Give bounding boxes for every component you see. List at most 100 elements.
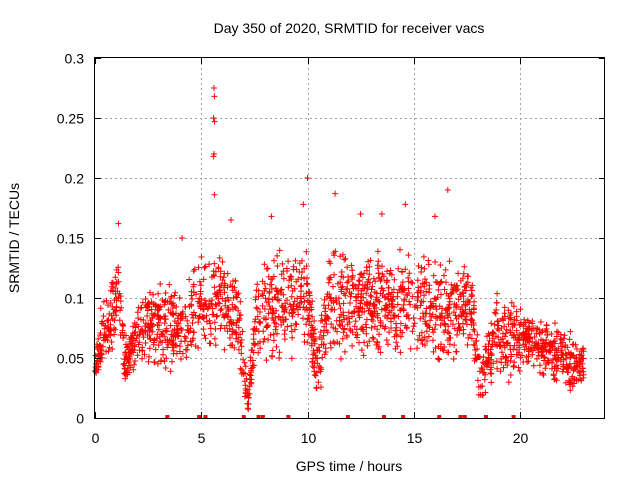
data-point <box>385 341 391 348</box>
data-point <box>304 274 310 281</box>
data-point <box>328 344 334 351</box>
data-point <box>452 312 459 319</box>
data-point <box>496 327 502 334</box>
data-point <box>250 336 257 343</box>
data-point <box>393 324 400 331</box>
data-point <box>197 303 204 310</box>
data-point <box>394 301 401 308</box>
data-point <box>418 298 425 305</box>
data-point <box>255 293 262 300</box>
data-point <box>291 285 298 292</box>
data-point <box>269 296 276 303</box>
data-point <box>382 313 389 320</box>
data-point <box>101 325 108 332</box>
data-point <box>520 321 527 328</box>
data-point <box>293 278 300 285</box>
data-point <box>440 347 447 354</box>
data-point <box>305 315 312 322</box>
data-point <box>502 359 509 366</box>
data-point <box>558 349 565 356</box>
data-point <box>108 327 115 334</box>
data-point <box>288 322 295 329</box>
data-point <box>125 359 132 366</box>
data-point <box>223 322 230 329</box>
data-point <box>361 308 368 315</box>
data-point <box>206 317 213 324</box>
data-point <box>428 313 435 320</box>
data-point <box>567 354 574 361</box>
data-point <box>368 293 375 300</box>
data-point <box>566 336 573 343</box>
data-point <box>560 366 567 373</box>
data-point <box>310 330 317 337</box>
data-point <box>533 325 539 332</box>
data-point <box>441 344 448 350</box>
data-point <box>389 303 396 310</box>
data-point <box>251 318 258 325</box>
data-point <box>336 314 343 321</box>
data-point <box>414 277 421 284</box>
data-point <box>304 281 311 288</box>
data-point <box>354 334 360 341</box>
data-point <box>96 351 103 358</box>
data-point <box>473 337 480 344</box>
data-point <box>280 304 287 311</box>
data-point <box>363 290 370 297</box>
data-point <box>368 286 375 293</box>
data-point <box>273 323 279 330</box>
data-point <box>356 339 362 346</box>
data-point <box>312 336 319 342</box>
data-point <box>306 312 312 319</box>
data-point <box>212 342 219 349</box>
data-point <box>271 257 277 264</box>
data-point <box>104 317 111 324</box>
data-point <box>393 332 400 339</box>
data-point <box>430 337 436 344</box>
data-point <box>247 372 254 379</box>
data-point <box>538 345 545 351</box>
chart-title: Day 350 of 2020, SRMTID for receiver vac… <box>214 20 485 36</box>
data-point <box>138 326 145 333</box>
data-point <box>375 345 382 352</box>
data-point <box>221 289 228 296</box>
data-point <box>211 93 218 100</box>
data-point <box>213 303 220 309</box>
data-point <box>250 326 257 333</box>
data-point <box>499 349 505 356</box>
data-point <box>267 281 273 288</box>
data-point <box>309 313 316 320</box>
zero-value-marker <box>401 415 406 419</box>
data-point <box>272 285 279 292</box>
data-point <box>211 118 218 125</box>
data-point <box>330 324 337 331</box>
data-point <box>291 298 298 305</box>
y-tick-label: 0.1 <box>65 291 85 307</box>
data-point <box>296 260 303 267</box>
data-point <box>186 276 193 283</box>
data-point <box>489 335 496 342</box>
y-tick-label: 0.25 <box>57 111 84 127</box>
data-point <box>459 309 466 316</box>
data-point <box>265 310 272 317</box>
data-point <box>184 317 191 324</box>
zero-value-marker <box>286 415 291 419</box>
data-point <box>543 326 550 332</box>
data-point <box>546 347 553 354</box>
data-point <box>450 356 457 362</box>
data-point <box>262 295 269 302</box>
data-point <box>379 271 386 278</box>
data-point <box>140 334 147 341</box>
data-point <box>155 319 162 326</box>
data-point <box>288 293 295 300</box>
data-point <box>445 293 452 299</box>
data-point <box>239 328 246 335</box>
data-point <box>347 327 354 334</box>
data-point <box>214 312 221 319</box>
data-point <box>99 354 106 361</box>
data-point <box>340 329 347 336</box>
data-point <box>433 296 440 303</box>
data-point <box>252 296 259 303</box>
data-point <box>540 372 547 378</box>
data-point <box>157 338 164 345</box>
data-point <box>468 321 475 328</box>
